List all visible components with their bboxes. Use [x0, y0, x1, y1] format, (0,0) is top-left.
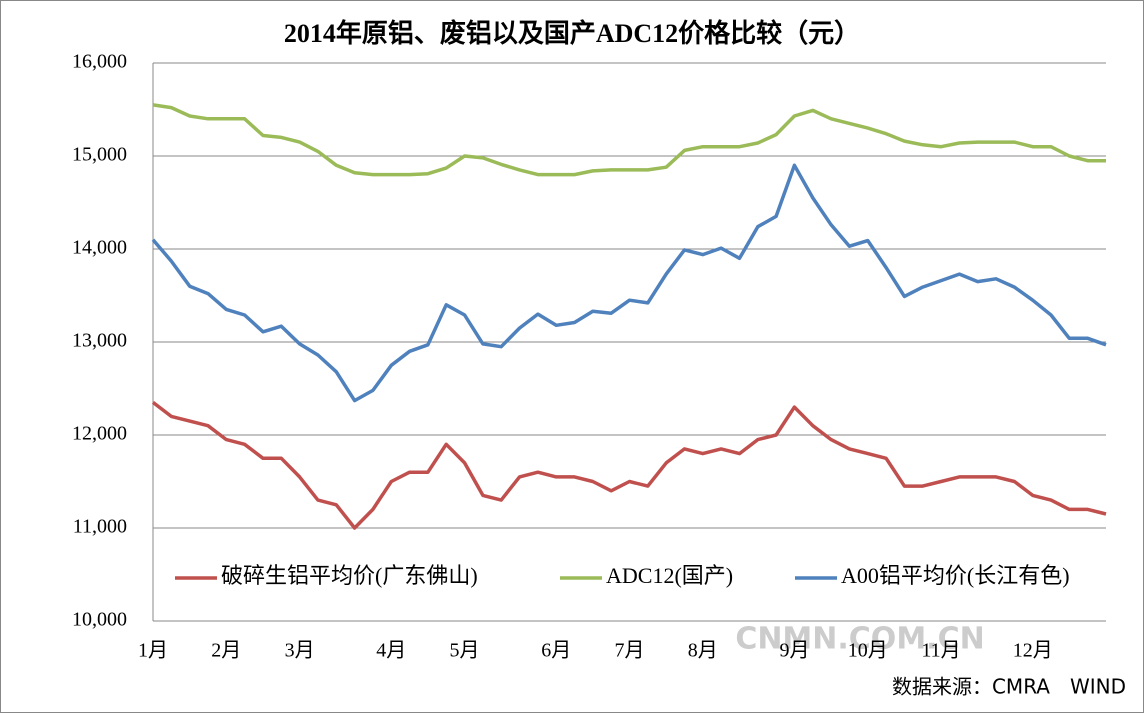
y-tick-label: 10,000 [72, 609, 127, 631]
x-tick-label: 9月 [779, 640, 809, 662]
x-tick-label: 7月 [615, 640, 645, 662]
y-tick-label: 14,000 [72, 237, 127, 259]
x-tick-label: 2月 [211, 640, 241, 662]
y-tick-label: 12,000 [72, 423, 127, 445]
series-line [151, 401, 1107, 530]
x-tick-label: 4月 [376, 640, 406, 662]
legend-label: 破碎生铝平均价(广东佛山) [221, 563, 478, 588]
y-tick-label: 11,000 [73, 516, 127, 538]
x-tick-label: 6月 [541, 640, 571, 662]
x-tick-label: 11月 [921, 640, 960, 662]
series-line [151, 163, 1107, 403]
y-tick-label: 16,000 [72, 51, 127, 73]
chart-title: 2014年原铝、废铝以及国产ADC12价格比较（元） [284, 18, 860, 48]
x-tick-label: 5月 [450, 640, 480, 662]
y-tick-label: 15,000 [72, 144, 127, 166]
legend-label: A00铝平均价(长江有色) [841, 563, 1070, 588]
y-tick-label: 13,000 [72, 330, 127, 352]
x-tick-label: 12月 [1013, 640, 1053, 662]
x-tick-label: 8月 [688, 640, 718, 662]
x-tick-label: 10月 [848, 640, 888, 662]
watermark: CNMN.COM.CN [735, 622, 984, 657]
series-line [152, 103, 1106, 177]
legend-label: ADC12(国产) [606, 563, 733, 588]
x-tick-label: 1月 [138, 640, 168, 662]
x-tick-label: 3月 [285, 640, 315, 662]
source-note: 数据来源：CMRA WIND [892, 675, 1126, 699]
